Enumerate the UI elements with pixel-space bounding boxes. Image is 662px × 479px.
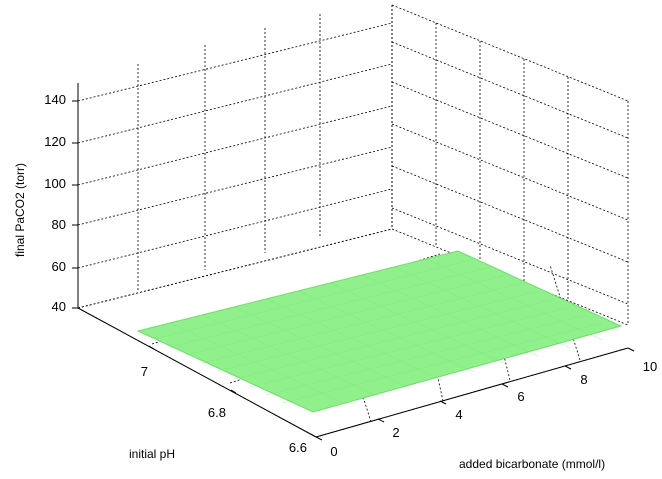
z-tick-label: 140 [44, 92, 66, 107]
x-tick-label: 8 [580, 372, 587, 387]
surface-mesh [153, 258, 603, 405]
y-tick-label: 6.8 [208, 405, 226, 420]
x-tick-label: 10 [643, 359, 657, 374]
y-tick-label: 6.6 [289, 440, 307, 455]
x-tick-label: 2 [392, 425, 399, 440]
x-tick-label: 6 [517, 389, 524, 404]
x-tick-label: 4 [455, 407, 462, 422]
left-wall-grid [77, 5, 393, 309]
surface-plane [136, 250, 623, 413]
z-axis-label: final PaCO2 (torr) [13, 163, 27, 257]
z-tick-label: 40 [52, 299, 66, 314]
y-axis-label: initial pH [129, 447, 175, 461]
z-tick-label: 60 [52, 259, 66, 274]
z-axis-ticks: 40 60 80 100 120 140 [44, 92, 78, 314]
back-wall-grid [391, 4, 629, 325]
x-axis-ticks: 0 2 4 6 8 10 [315, 347, 657, 459]
axes [77, 83, 629, 438]
z-tick-label: 100 [44, 176, 66, 191]
x-axis-label: added bicarbonate (mmol/l) [459, 457, 605, 471]
y-axis-ticks: 6.6 6.8 7 [141, 345, 317, 455]
z-tick-label: 120 [44, 134, 66, 149]
x-tick-label: 0 [330, 444, 337, 459]
z-tick-label: 80 [52, 217, 66, 232]
y-tick-label: 7 [141, 364, 148, 379]
